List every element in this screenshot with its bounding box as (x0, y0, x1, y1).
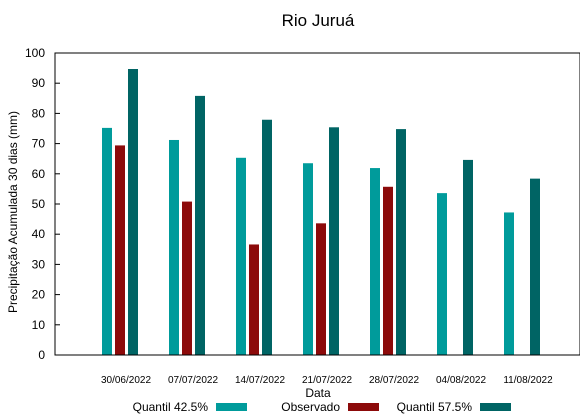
legend-swatch (216, 403, 247, 411)
plot-frame (54, 52, 580, 356)
bar-quantil-42-5--4 (370, 168, 380, 355)
x-tick-label: 28/07/2022 (369, 375, 419, 386)
legend-swatch (480, 403, 511, 411)
y-tick-label: 80 (32, 106, 46, 120)
x-tick-label: 30/06/2022 (101, 375, 151, 386)
x-tick-label: 21/07/2022 (302, 375, 352, 386)
x-tick-label: 14/07/2022 (235, 375, 285, 386)
y-tick-label: 70 (32, 137, 46, 151)
bar-quantil-42-5--3 (303, 163, 313, 355)
bars (102, 69, 540, 356)
y-tick-label: 60 (32, 167, 46, 181)
y-tick-label: 10 (32, 318, 46, 332)
x-tick-label: 07/07/2022 (168, 375, 218, 386)
legend-swatch (348, 403, 379, 411)
bar-observado-4 (383, 186, 393, 355)
bar-quantil-42-5--0 (102, 127, 112, 355)
bar-quantil-57-5--1 (195, 95, 205, 355)
bar-quantil-42-5--5 (437, 193, 447, 355)
legend-label: Quantil 57.5% (397, 400, 473, 414)
bar-quantil-57-5--5 (463, 159, 473, 355)
y-axis-ticks: 0 10 20 30 40 50 60 70 80 90 100 (25, 46, 60, 362)
y-tick-label: 20 (32, 288, 46, 302)
bar-quantil-57-5--0 (128, 69, 138, 356)
bar-quantil-42-5--2 (236, 157, 246, 355)
y-tick-label: 100 (25, 46, 45, 60)
legend: Quantil 42.5% Observado Quantil 57.5% (133, 400, 511, 414)
bar-quantil-57-5--6 (530, 178, 540, 355)
legend-label: Observado (281, 400, 340, 414)
y-axis-label: Precipitação Acumulada 30 dias (mm) (6, 111, 20, 313)
x-tick-label: 04/08/2022 (436, 375, 486, 386)
bar-observado-3 (316, 223, 326, 355)
x-tick-label: 11/08/2022 (503, 375, 553, 386)
chart-title: Rio Juruá (282, 11, 355, 30)
bar-quantil-42-5--6 (504, 212, 514, 355)
bar-quantil-42-5--1 (169, 139, 179, 355)
x-axis-ticks: 30/06/2022 07/07/2022 14/07/2022 21/07/2022… (101, 375, 553, 386)
y-tick-label: 0 (38, 348, 45, 362)
bar-quantil-57-5--2 (262, 119, 272, 355)
bar-observado-0 (115, 145, 125, 355)
y-tick-label: 50 (32, 197, 46, 211)
y-tick-label: 40 (32, 227, 46, 241)
bar-observado-1 (182, 201, 192, 355)
bar-observado-2 (249, 244, 259, 355)
legend-label: Quantil 42.5% (133, 400, 209, 414)
bar-quantil-57-5--3 (329, 127, 339, 356)
bar-quantil-57-5--4 (396, 129, 406, 355)
y-tick-label: 30 (32, 257, 46, 271)
x-axis-label: Data (305, 386, 331, 400)
y-tick-label: 90 (32, 76, 46, 90)
